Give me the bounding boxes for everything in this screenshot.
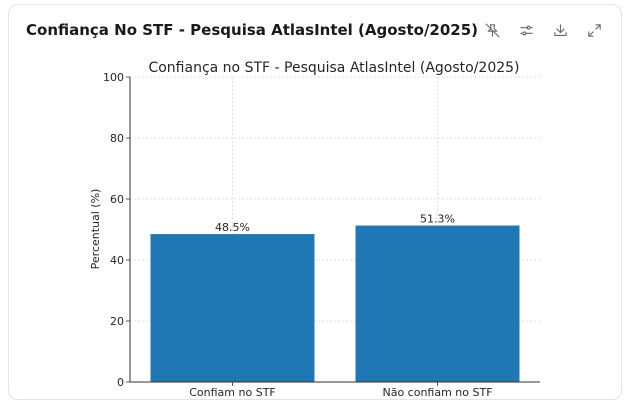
download-button[interactable] xyxy=(549,19,571,41)
expand-icon xyxy=(587,23,601,37)
y-tick-label: 100 xyxy=(103,71,124,84)
chart-title: Confiança no STF - Pesquisa AtlasIntel (… xyxy=(148,60,519,76)
y-tick-label: 40 xyxy=(110,254,124,267)
pin-button[interactable] xyxy=(481,19,503,41)
sliders-icon xyxy=(519,25,533,35)
bar xyxy=(355,225,520,382)
y-tick-label: 0 xyxy=(117,376,124,389)
download-icon xyxy=(553,23,567,36)
bar-data-label: 51.3% xyxy=(420,213,455,226)
bars-layer: 48.5% 51.3% xyxy=(150,213,520,382)
bar-data-label: 48.5% xyxy=(215,221,250,234)
x-tick-label: Confiam no STF xyxy=(189,386,276,399)
chart-toolbar xyxy=(481,19,605,41)
y-tick-label: 60 xyxy=(110,193,124,206)
y-axis-label: Percentual (%) xyxy=(89,189,102,270)
chart-card: Confiança No STF - Pesquisa AtlasIntel (… xyxy=(8,4,622,400)
y-tick-label: 80 xyxy=(110,132,124,145)
pin-icon xyxy=(485,23,499,37)
y-tick-label: 20 xyxy=(110,315,124,328)
bar xyxy=(150,234,315,382)
x-tick-label: Não confiam no STF xyxy=(382,386,492,399)
expand-button[interactable] xyxy=(583,19,605,41)
settings-button[interactable] xyxy=(515,19,537,41)
card-title: Confiança No STF - Pesquisa AtlasIntel (… xyxy=(26,21,479,39)
axes-layer: 0 20 40 60 80 100 Confiam no STF Não confiam no… xyxy=(103,71,540,399)
